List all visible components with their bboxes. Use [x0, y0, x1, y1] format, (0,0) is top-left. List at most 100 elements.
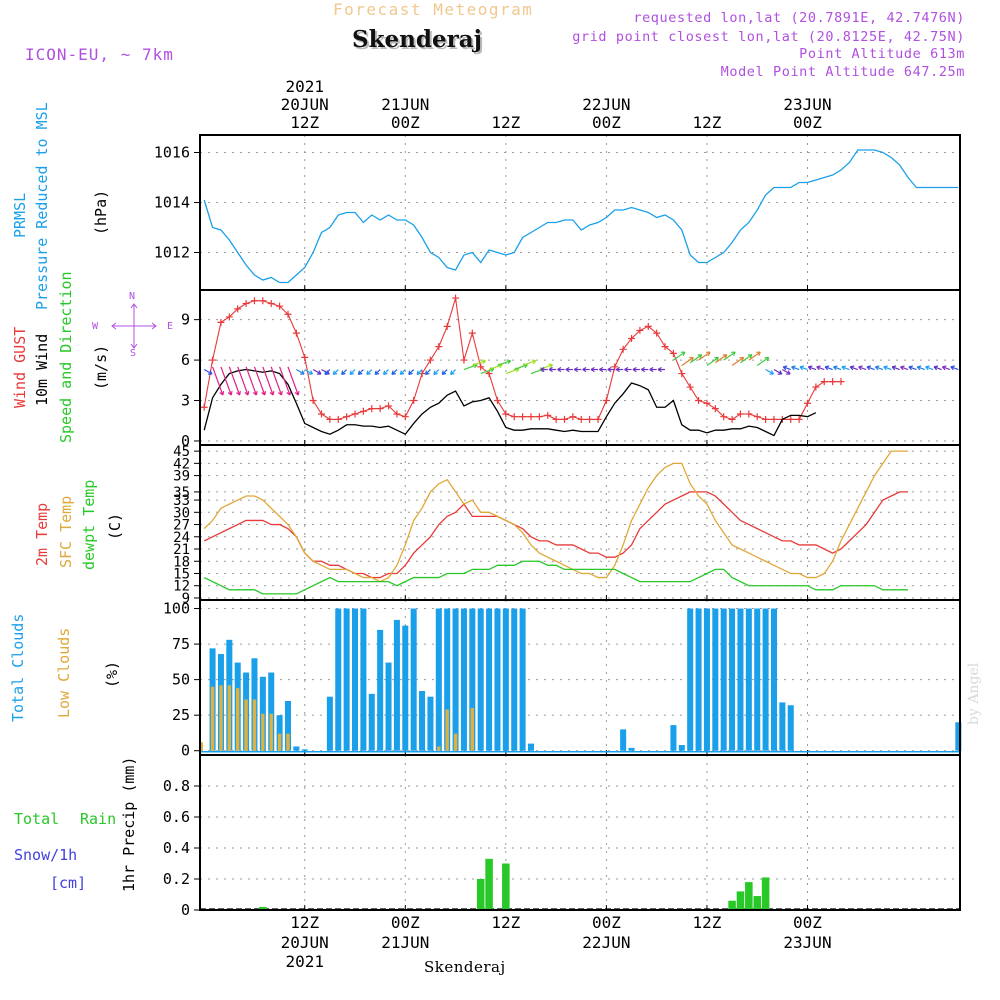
wind-arrow-head [764, 356, 770, 362]
model-altitude: Model Point Altitude 647.25m [720, 64, 965, 80]
gust-marker [376, 405, 384, 413]
total-cloud-bar [444, 608, 451, 751]
wind-arrow [740, 354, 753, 364]
wind-arrow [833, 366, 842, 371]
gust-marker [200, 403, 208, 411]
low-cloud-bar [252, 699, 257, 751]
wind-arrow-head [548, 366, 553, 373]
wind-arrow [933, 366, 942, 371]
gust-marker [209, 356, 217, 364]
low-cloud-bar [200, 742, 203, 751]
gust-marker [552, 415, 560, 423]
bottom-time-label: 00Z [592, 913, 621, 932]
wind-arrow [925, 366, 934, 371]
gust-marker [502, 410, 510, 418]
top-date-label: 23JUN [783, 95, 831, 114]
wind-arrow-head [731, 351, 736, 356]
wind-panel-frame [199, 289, 961, 446]
wind-arrow [850, 366, 858, 371]
bottom-date-label: 20JUN [281, 933, 329, 952]
location-title: Skenderaj [352, 26, 482, 53]
wind-arrow [245, 366, 257, 396]
gust-marker [686, 383, 694, 391]
pressure-ytick-label: 1016 [154, 144, 190, 162]
total-cloud-bar [435, 608, 442, 751]
gust-marker [703, 399, 711, 407]
wind-arrow [441, 369, 448, 375]
total-cloud-bar [326, 696, 333, 751]
gust-marker [485, 370, 493, 378]
low-clouds-label: Low Clouds [55, 627, 73, 718]
gust-marker [602, 397, 610, 405]
temp-sfc-label: SFC Temp [57, 495, 75, 568]
total-cloud-bar [527, 743, 534, 751]
wind-arrow-head [916, 365, 922, 371]
wind-arrow-head [548, 363, 553, 369]
total-cloud-bar [377, 629, 384, 751]
prmsl-unit-label: (hPa) [92, 189, 110, 235]
total-cloud-bar [385, 662, 392, 751]
pressure-line [203, 149, 959, 284]
total-cloud-bar [720, 608, 727, 751]
wind-arrow-head [599, 366, 604, 373]
gust-marker [468, 329, 476, 337]
wind-arrow-head [615, 366, 620, 373]
total-cloud-bar [678, 745, 685, 751]
gust-marker [569, 413, 577, 421]
wind-arrow [714, 354, 728, 364]
gust-marker [401, 413, 409, 421]
total-cloud-bar [779, 702, 786, 751]
wind-arrow [332, 369, 339, 375]
wind-arrow-head [582, 366, 587, 373]
gust-marker [762, 415, 770, 423]
wind-arrow-head [324, 370, 329, 376]
low-cloud-bar [269, 713, 273, 751]
gust-marker [301, 353, 309, 361]
clouds-ytick-label: 0 [181, 742, 190, 760]
wind-arrow-head [891, 365, 897, 371]
wind-arrow-head [219, 390, 225, 396]
wind-arrow [522, 360, 536, 367]
temp-2m-line [203, 491, 909, 579]
gust-marker [385, 402, 393, 410]
total-cloud-bar [955, 722, 962, 751]
credit-text: by Angel [966, 662, 982, 725]
total-cloud-bar [268, 672, 275, 751]
wind-arrow-head [506, 359, 512, 365]
total-cloud-bar [234, 662, 241, 751]
footer-location: Skenderaj [424, 958, 506, 976]
wind-arrow-head [706, 351, 711, 356]
wind-arrow-head [316, 370, 322, 375]
rain-bar [502, 863, 510, 910]
wind-arrow [374, 369, 381, 375]
gust-marker [234, 305, 242, 313]
wind-arrow-head [540, 367, 545, 373]
temperature-ytick-label: 24 [173, 530, 190, 546]
gust-marker [443, 322, 451, 330]
wind-arrow-head [531, 359, 537, 365]
prmsl-desc-label: Pressure Reduced to MSL [33, 102, 51, 310]
wind-arrow [262, 366, 274, 396]
gust-marker [426, 356, 434, 364]
wind-arrow [287, 366, 299, 396]
bottom-time-label: 00Z [793, 913, 822, 932]
wind-arrow-head [565, 366, 570, 373]
wind-arrow [858, 366, 867, 371]
precip-ytick-label: 0.8 [163, 777, 190, 795]
wind-arrow-head [489, 367, 495, 373]
wind-arrow [891, 366, 900, 371]
total-cloud-bar [393, 619, 400, 751]
wind-arrow-head [473, 363, 478, 369]
total-cloud-bar [402, 625, 409, 751]
gust-marker [770, 415, 778, 423]
wind-arrow [706, 356, 719, 366]
top-year-label: 2021 [285, 77, 324, 96]
precip-panel-frame [199, 754, 961, 911]
gust-marker [359, 407, 367, 415]
bottom-year-label: 2021 [285, 952, 324, 971]
wind-arrow [497, 360, 511, 367]
gust-marker [477, 363, 485, 371]
wind-arrow-head [374, 370, 380, 376]
wind-arrow-head [722, 354, 728, 359]
wind-arrow-head [433, 370, 438, 376]
